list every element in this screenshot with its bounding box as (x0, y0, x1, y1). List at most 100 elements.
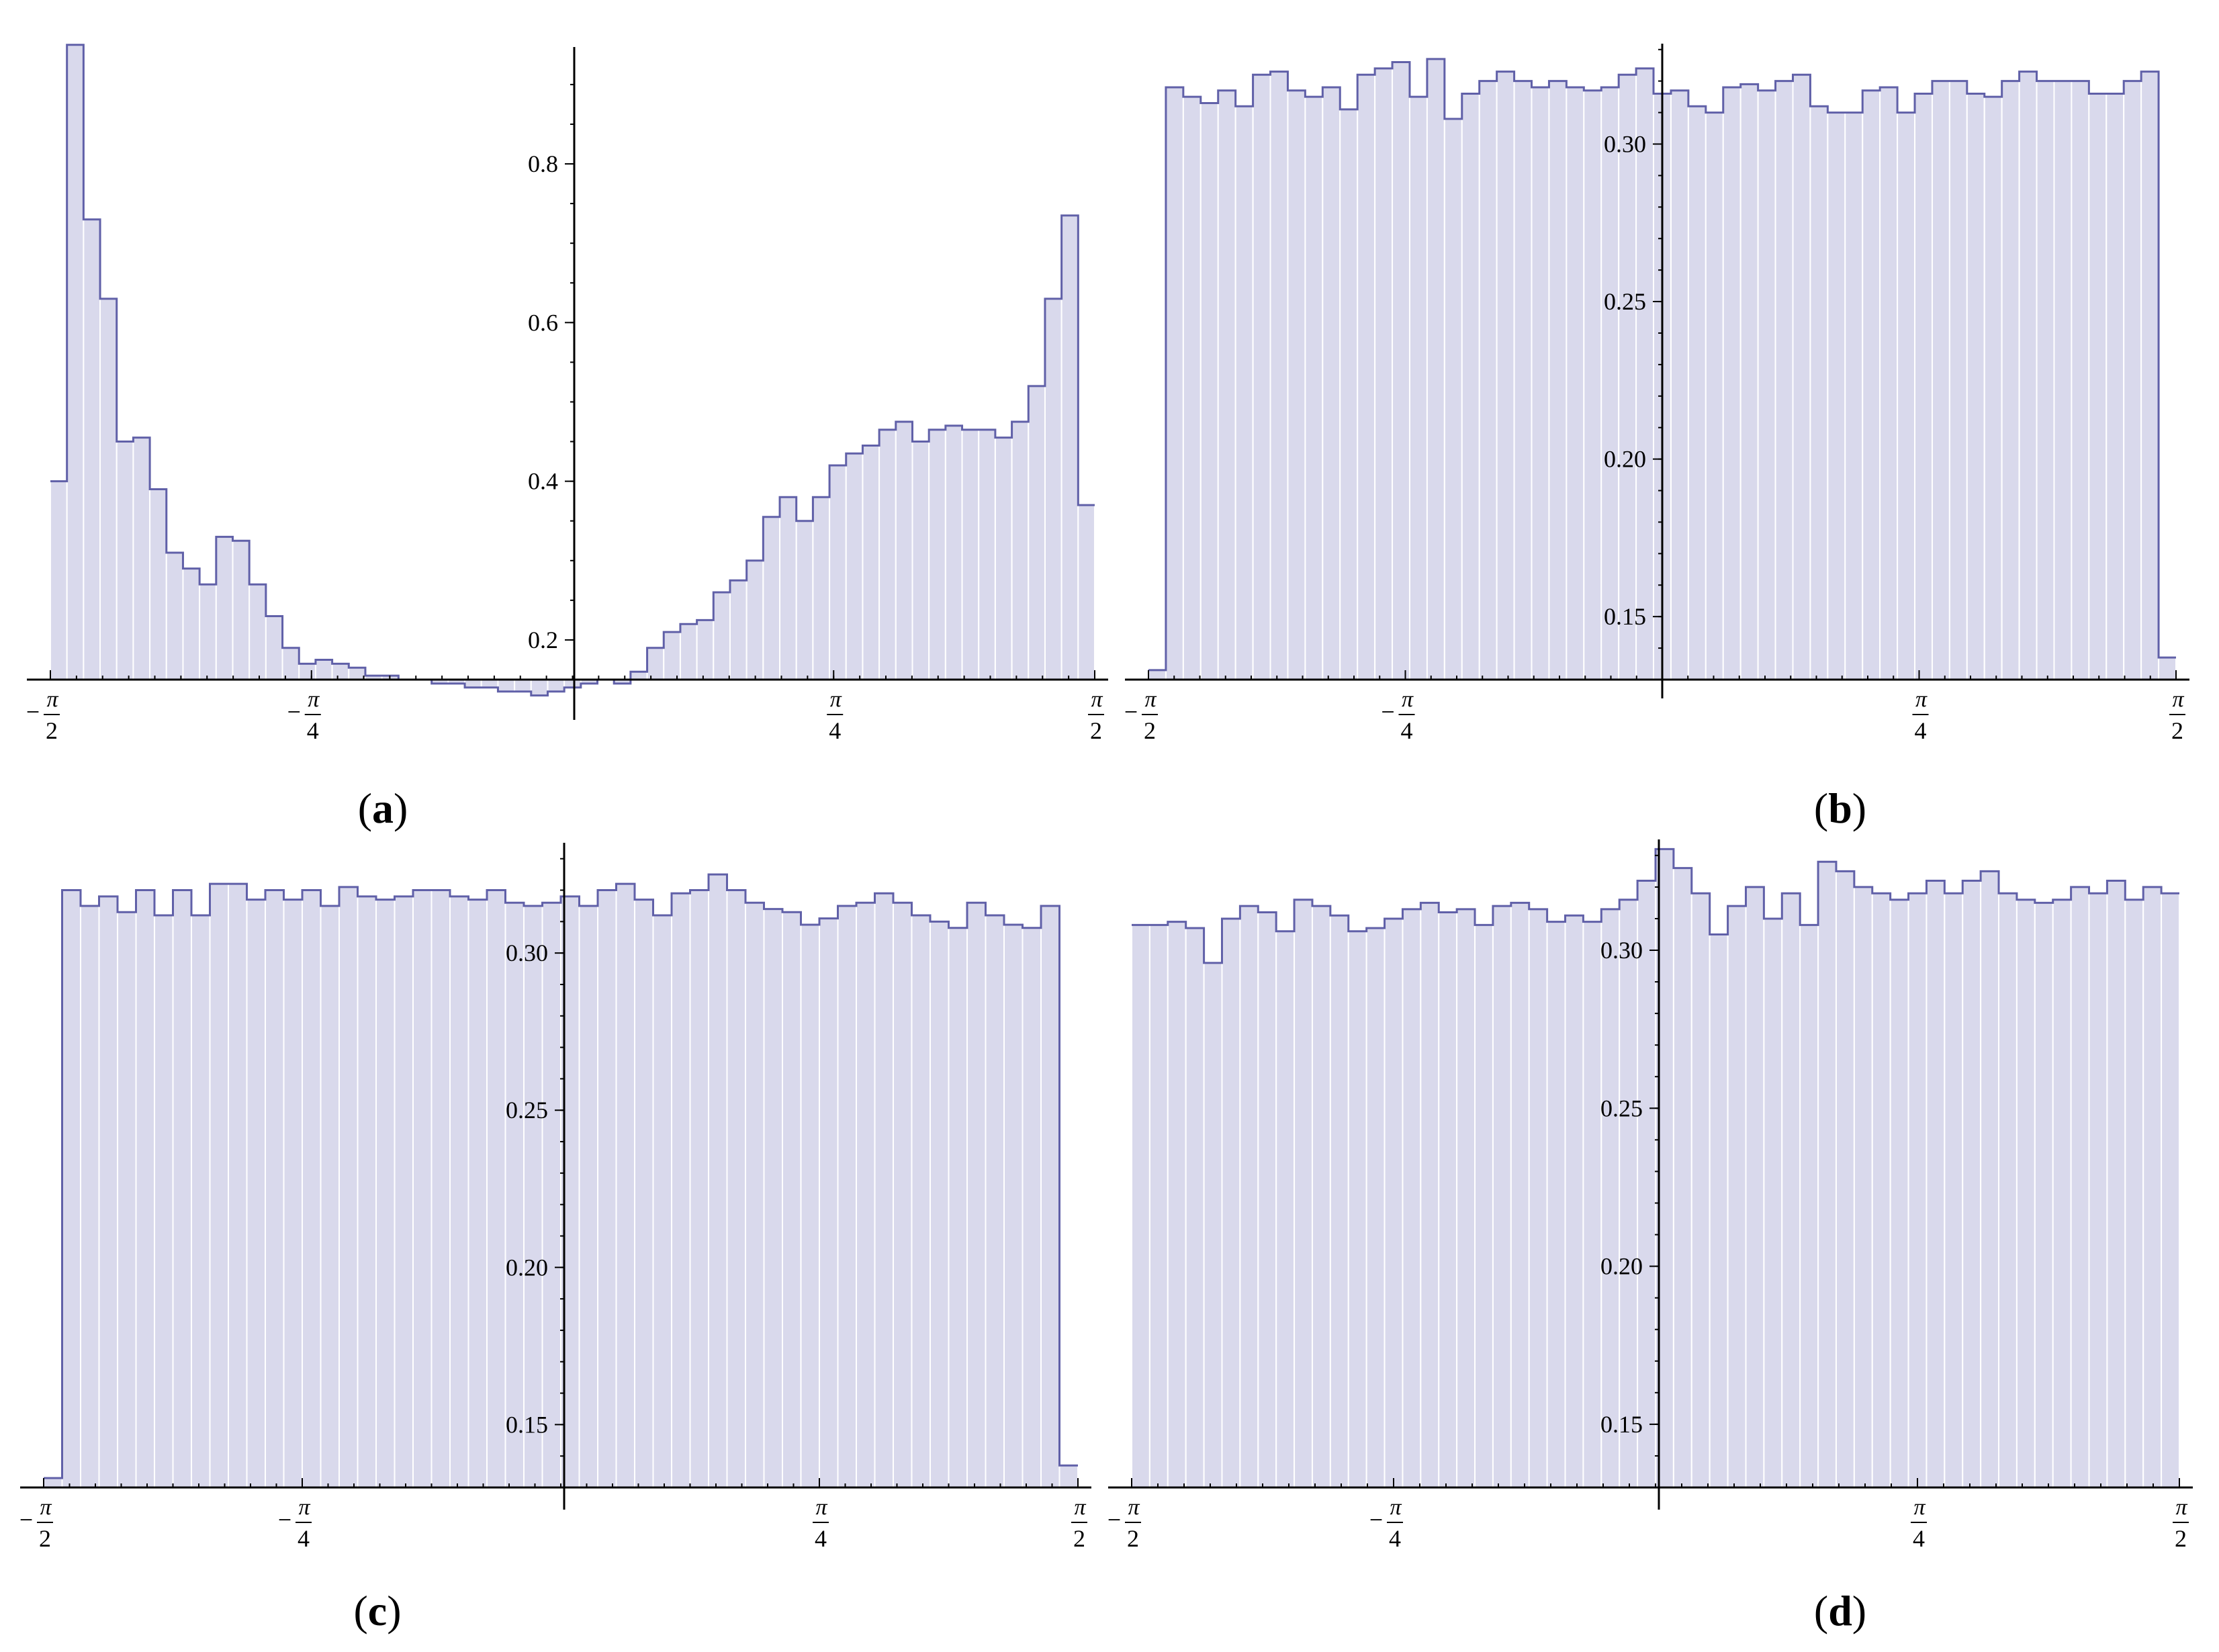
y-tick-label-a-0: 0.2 (528, 627, 558, 653)
x-tick-label-b-1: − π 4 (1381, 687, 1415, 744)
bar-b-58 (2158, 657, 2177, 680)
bar-a-36 (646, 647, 665, 680)
bar-c-31 (615, 883, 635, 1489)
bar-a-60 (1044, 297, 1062, 680)
x-tick-den-c-1: 4 (298, 1525, 310, 1552)
bar-b-51 (2036, 80, 2055, 681)
x-tick-num-a-2: π (830, 687, 842, 712)
bar-c-24 (486, 889, 506, 1489)
bar-c-54 (1040, 905, 1060, 1488)
x-tick-sign-c-1: − (278, 1506, 291, 1533)
bar-b-5 (1234, 105, 1254, 680)
x-tick-label-a-2: π4 (827, 687, 844, 744)
bar-c-35 (689, 889, 709, 1489)
x-tick-num-a-1: π (308, 687, 320, 712)
bar-a-16 (314, 659, 333, 681)
y-tick-label-c-3: 0.30 (506, 939, 548, 966)
bar-c-17 (357, 895, 377, 1488)
bar-c-33 (652, 914, 672, 1488)
x-tick-den-c-2: 4 (815, 1525, 827, 1552)
bar-b-53 (2071, 80, 2090, 681)
bar-d-25 (1582, 921, 1602, 1488)
bar-c-8 (191, 914, 211, 1488)
bar-b-7 (1269, 71, 1289, 681)
bar-b-17 (1443, 118, 1463, 681)
bar-d-8 (1275, 930, 1296, 1488)
bar-b-15 (1408, 96, 1428, 680)
bar-d-17 (1438, 911, 1458, 1488)
x-tick-sign-d-0: − (1107, 1506, 1121, 1533)
x-tick-den-b-0: 2 (1144, 717, 1156, 744)
bar-a-26 (480, 679, 499, 688)
bar-d-14 (1384, 917, 1404, 1488)
x-tick-den-c-0: 2 (39, 1525, 51, 1552)
bar-a-9 (199, 584, 217, 680)
x-tick-label-a-0: − π 2 (26, 687, 60, 744)
bar-b-11 (1339, 108, 1359, 680)
series-outline-c (44, 873, 1078, 1479)
bar-c-0 (43, 1477, 63, 1488)
y-tick-label-b-0: 0.15 (1604, 603, 1646, 630)
bar-a-5 (132, 437, 151, 681)
x-tick-den-a-0: 2 (46, 717, 58, 744)
y-tick-label-a-3: 0.8 (528, 150, 558, 177)
bar-a-27 (497, 679, 516, 692)
x-tick-label-c-2: π4 (813, 1495, 829, 1552)
x-tick-num-c-2: π (815, 1495, 827, 1520)
bar-d-45 (1944, 892, 1964, 1489)
bar-b-22 (1531, 87, 1550, 680)
x-tick-den-d-3: 2 (2175, 1525, 2187, 1552)
bar-d-47 (1980, 870, 2000, 1488)
bar-a-53 (928, 428, 946, 681)
bar-d-2 (1167, 921, 1187, 1488)
bar-d-33 (1727, 905, 1747, 1488)
bar-c-52 (1003, 924, 1024, 1488)
series-outline-d (1132, 847, 2179, 964)
bar-a-44 (779, 496, 797, 680)
y-tick-label-d-0: 0.15 (1600, 1411, 1643, 1438)
bar-c-37 (726, 889, 746, 1489)
bar-a-55 (961, 428, 980, 681)
bar-c-7 (172, 889, 192, 1489)
x-tick-num-c-3: π (1074, 1495, 1086, 1520)
y-tick-label-b-2: 0.25 (1604, 288, 1646, 315)
bar-c-12 (265, 889, 285, 1489)
bar-b-27 (1618, 74, 1637, 681)
bar-a-18 (348, 667, 366, 681)
bar-b-30 (1670, 89, 1689, 680)
bar-b-31 (1687, 105, 1707, 680)
bar-c-18 (375, 899, 396, 1488)
bar-b-56 (2123, 80, 2142, 681)
bar-d-56 (2142, 886, 2163, 1488)
bar-c-9 (209, 883, 229, 1489)
bar-d-27 (1619, 899, 1639, 1488)
bar-c-20 (412, 889, 433, 1489)
bar-a-58 (1011, 421, 1030, 681)
x-tick-sign-c-0: − (19, 1506, 33, 1533)
bar-b-37 (1792, 74, 1811, 681)
bar-a-52 (911, 441, 930, 680)
bar-d-35 (1763, 917, 1783, 1488)
bar-d-12 (1347, 930, 1367, 1488)
bar-b-13 (1374, 67, 1394, 681)
bar-d-19 (1474, 924, 1494, 1488)
bar-c-43 (837, 905, 857, 1488)
bar-b-4 (1217, 89, 1236, 680)
bar-d-3 (1185, 927, 1205, 1489)
bar-d-57 (2161, 892, 2181, 1489)
x-tick-sign-b-1: − (1381, 698, 1394, 725)
bar-c-32 (634, 899, 654, 1488)
bar-c-47 (911, 914, 931, 1488)
bar-c-10 (228, 883, 248, 1489)
x-tick-num-d-3: π (2175, 1495, 2187, 1520)
x-tick-num-d-2: π (1913, 1495, 1926, 1520)
bar-c-16 (338, 886, 359, 1488)
bar-d-28 (1637, 880, 1657, 1488)
x-tick-den-d-0: 2 (1127, 1525, 1139, 1552)
bar-c-50 (966, 902, 987, 1488)
x-tick-num-d-1: π (1390, 1495, 1402, 1520)
bar-c-22 (449, 895, 469, 1488)
bar-b-3 (1199, 102, 1219, 680)
